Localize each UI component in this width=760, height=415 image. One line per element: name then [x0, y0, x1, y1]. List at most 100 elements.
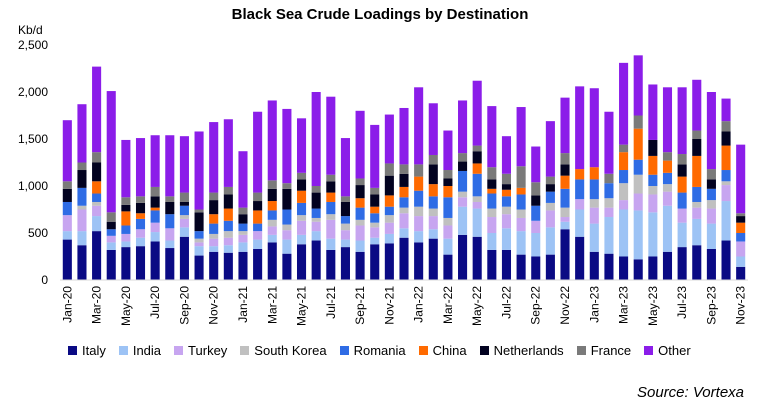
x-tick-label: Jan-22 [412, 286, 426, 323]
bar-segment [677, 192, 687, 209]
bar-segment [384, 163, 394, 176]
bar-segment [399, 107, 409, 165]
bar-segment [311, 240, 321, 280]
bar-segment [501, 228, 512, 250]
bar-segment [399, 228, 409, 238]
y-tick-label: 2,500 [18, 38, 48, 52]
bar-segment [209, 246, 219, 252]
bar-segment [619, 209, 629, 257]
bar-segment [648, 139, 658, 156]
bar-segment [311, 217, 321, 222]
bar-segment [340, 230, 350, 240]
bar-segment [340, 216, 350, 224]
bar-segment [472, 145, 482, 152]
bar-segment [92, 152, 102, 163]
bar-segment [179, 227, 189, 237]
bar-segment [121, 197, 131, 205]
bar-segment [677, 208, 687, 223]
bar-segment [414, 87, 424, 165]
x-tick-label: Jan-21 [236, 286, 250, 323]
bar-segment [706, 208, 716, 224]
bar-segment [150, 222, 160, 233]
bar-segment [282, 188, 292, 210]
bar-segment [135, 213, 146, 219]
bar-segment [443, 254, 453, 280]
bar-segment [706, 248, 716, 280]
bar-segment [62, 215, 72, 232]
bar-segment [135, 202, 146, 214]
bar-segment [633, 259, 643, 280]
bar-segment [106, 221, 116, 230]
bar-segment [545, 191, 555, 203]
bar-segment [296, 244, 307, 280]
bar-segment [370, 187, 380, 195]
bar-segment [194, 242, 204, 247]
bar-segment [399, 197, 409, 208]
bar-segment [414, 206, 424, 217]
bar-segment [106, 229, 116, 236]
bar-segment [326, 192, 336, 202]
legend-label: Other [658, 343, 691, 358]
bar-segment [516, 254, 526, 280]
bar-segment [253, 192, 263, 202]
bar-segment [282, 230, 292, 240]
bar-segment [77, 205, 87, 210]
bar-segment [282, 239, 292, 254]
bar-segment [355, 219, 365, 226]
source-note: Source: Vortexa [637, 384, 744, 401]
x-tick-label: Jul-23 [675, 286, 689, 319]
bar-segment [487, 188, 497, 194]
legend-label: India [132, 343, 162, 358]
x-tick-label: Nov-21 [382, 286, 396, 325]
bar-segment [560, 153, 570, 165]
x-tick-label: Sep-23 [704, 286, 718, 325]
bar-segment [121, 211, 131, 226]
bar-segment [545, 210, 555, 228]
bar-segment [121, 204, 131, 212]
bar-segment [648, 212, 658, 257]
legend-label: South Korea [254, 343, 327, 358]
bar-segment [736, 216, 746, 223]
bar-segment [106, 249, 116, 280]
bar-segment [179, 215, 189, 219]
bar-segment [692, 218, 702, 246]
bar-segment [179, 236, 189, 280]
bar-segment [150, 232, 160, 242]
bar-segment [384, 243, 394, 280]
bar-segment [62, 181, 72, 189]
bar-segment [633, 115, 643, 129]
bar-segment [282, 253, 292, 280]
bar-segment [62, 201, 72, 216]
bar-segment [399, 237, 409, 280]
bar-segment [267, 201, 277, 211]
bar-segment [399, 164, 409, 174]
x-tick-label: Nov-20 [207, 286, 221, 325]
bar-segment [209, 238, 219, 247]
bar-segment [77, 104, 87, 163]
bar-segment [619, 183, 629, 201]
bar-segment [414, 164, 424, 177]
bar-segment [560, 207, 570, 218]
bar-segment [267, 219, 277, 227]
bar-segment [560, 221, 570, 230]
bar-segment [472, 80, 482, 146]
bar-segment [311, 192, 321, 209]
bar-segment [633, 159, 643, 175]
bar-segment [326, 238, 336, 250]
bar-segment [443, 178, 453, 186]
bar-segment [165, 248, 175, 280]
bar-segment [399, 213, 409, 229]
bar-segment [545, 254, 555, 280]
bar-segment [692, 79, 702, 131]
legend-swatch [479, 346, 489, 355]
bar-segment [531, 205, 541, 221]
bar-segment [340, 201, 350, 217]
bar-segment [370, 194, 380, 207]
bar-segment [472, 196, 482, 202]
legend-label: Romania [353, 343, 406, 358]
bar-segment [472, 151, 482, 164]
bar-segment [106, 242, 116, 250]
bar-segment [589, 199, 599, 208]
y-tick-label: 1,500 [18, 132, 48, 146]
bar-segment [414, 242, 424, 280]
